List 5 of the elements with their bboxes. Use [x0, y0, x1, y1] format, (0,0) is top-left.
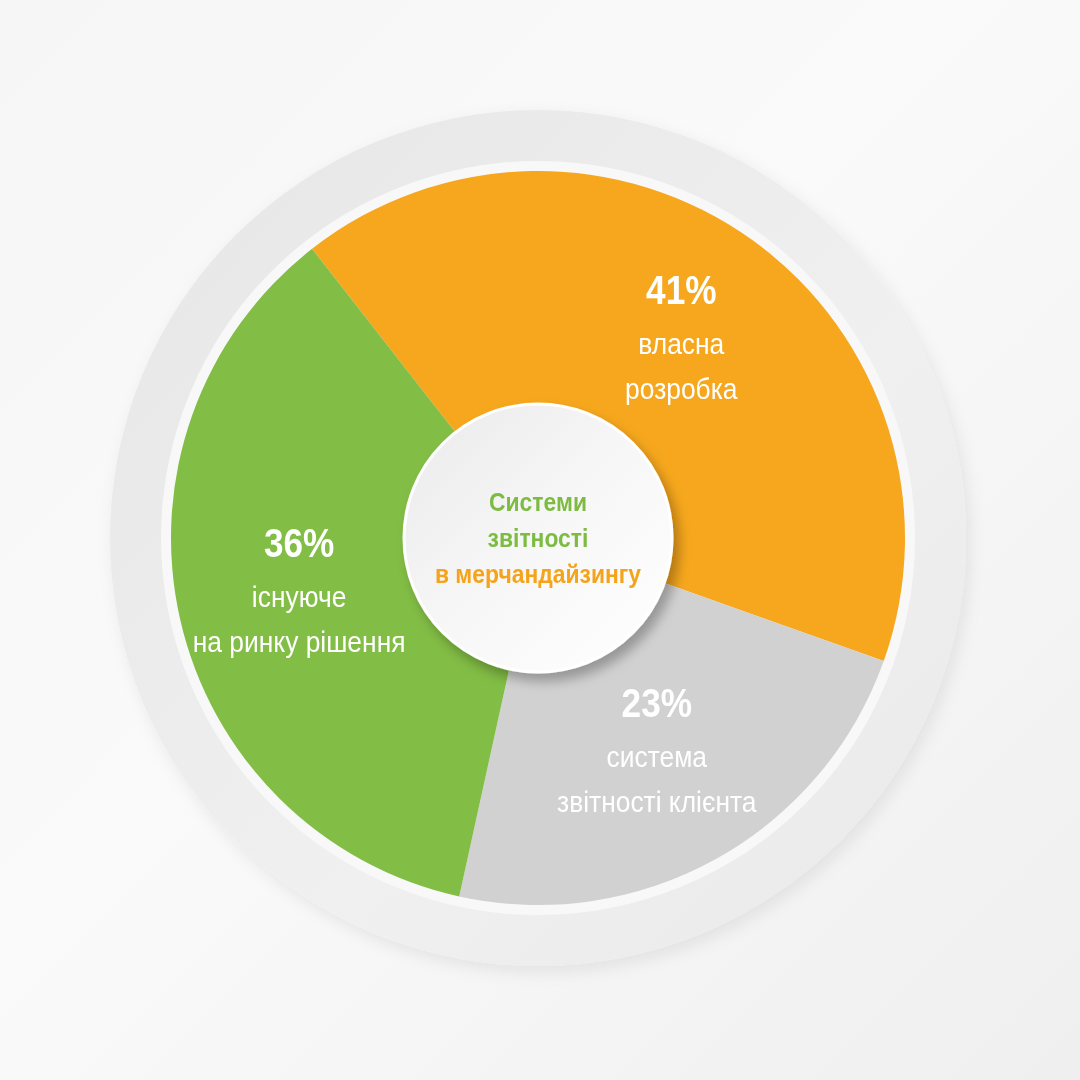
- slice-label: існуюче на ринку рішення: [192, 579, 406, 659]
- text: Системи звітності в мерчандайзингу: [434, 486, 642, 591]
- slice-label: власна розробка: [625, 326, 738, 406]
- data-label: 36%: [263, 520, 335, 566]
- data-label: 41%: [646, 267, 717, 313]
